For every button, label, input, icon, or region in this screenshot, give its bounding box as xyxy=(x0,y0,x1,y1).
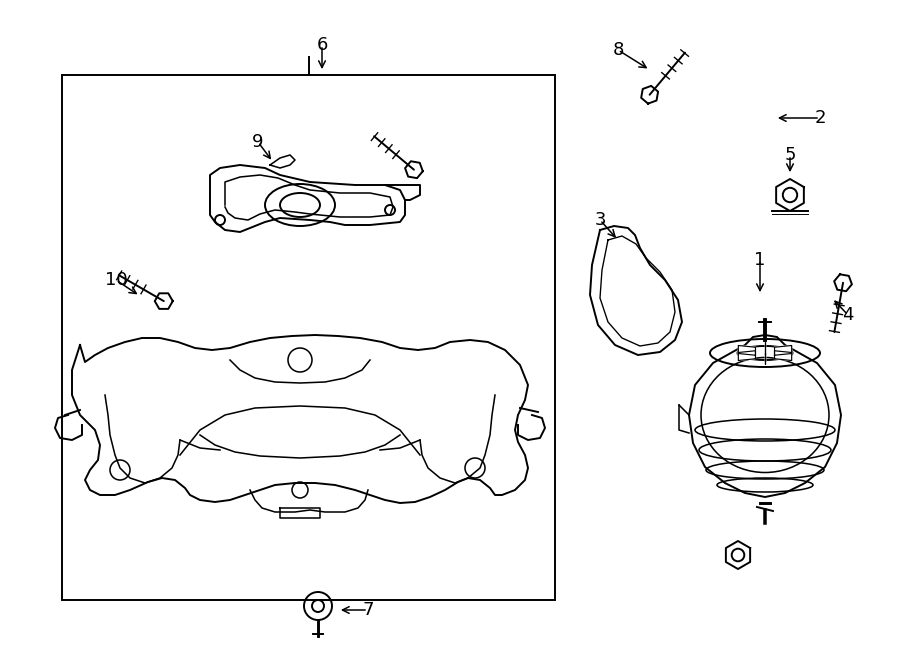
Polygon shape xyxy=(738,351,755,360)
Polygon shape xyxy=(775,346,792,355)
Text: 5: 5 xyxy=(784,146,796,164)
Text: 6: 6 xyxy=(316,36,328,54)
Polygon shape xyxy=(738,346,755,355)
Text: 4: 4 xyxy=(842,306,854,324)
Polygon shape xyxy=(775,351,792,360)
Text: 9: 9 xyxy=(252,133,264,151)
Text: 8: 8 xyxy=(612,41,624,59)
Text: 1: 1 xyxy=(754,251,766,269)
Text: 10: 10 xyxy=(104,271,127,289)
Text: 7: 7 xyxy=(362,601,374,619)
Bar xyxy=(62,75,555,600)
Text: 3: 3 xyxy=(594,211,606,229)
Text: 2: 2 xyxy=(814,109,826,127)
